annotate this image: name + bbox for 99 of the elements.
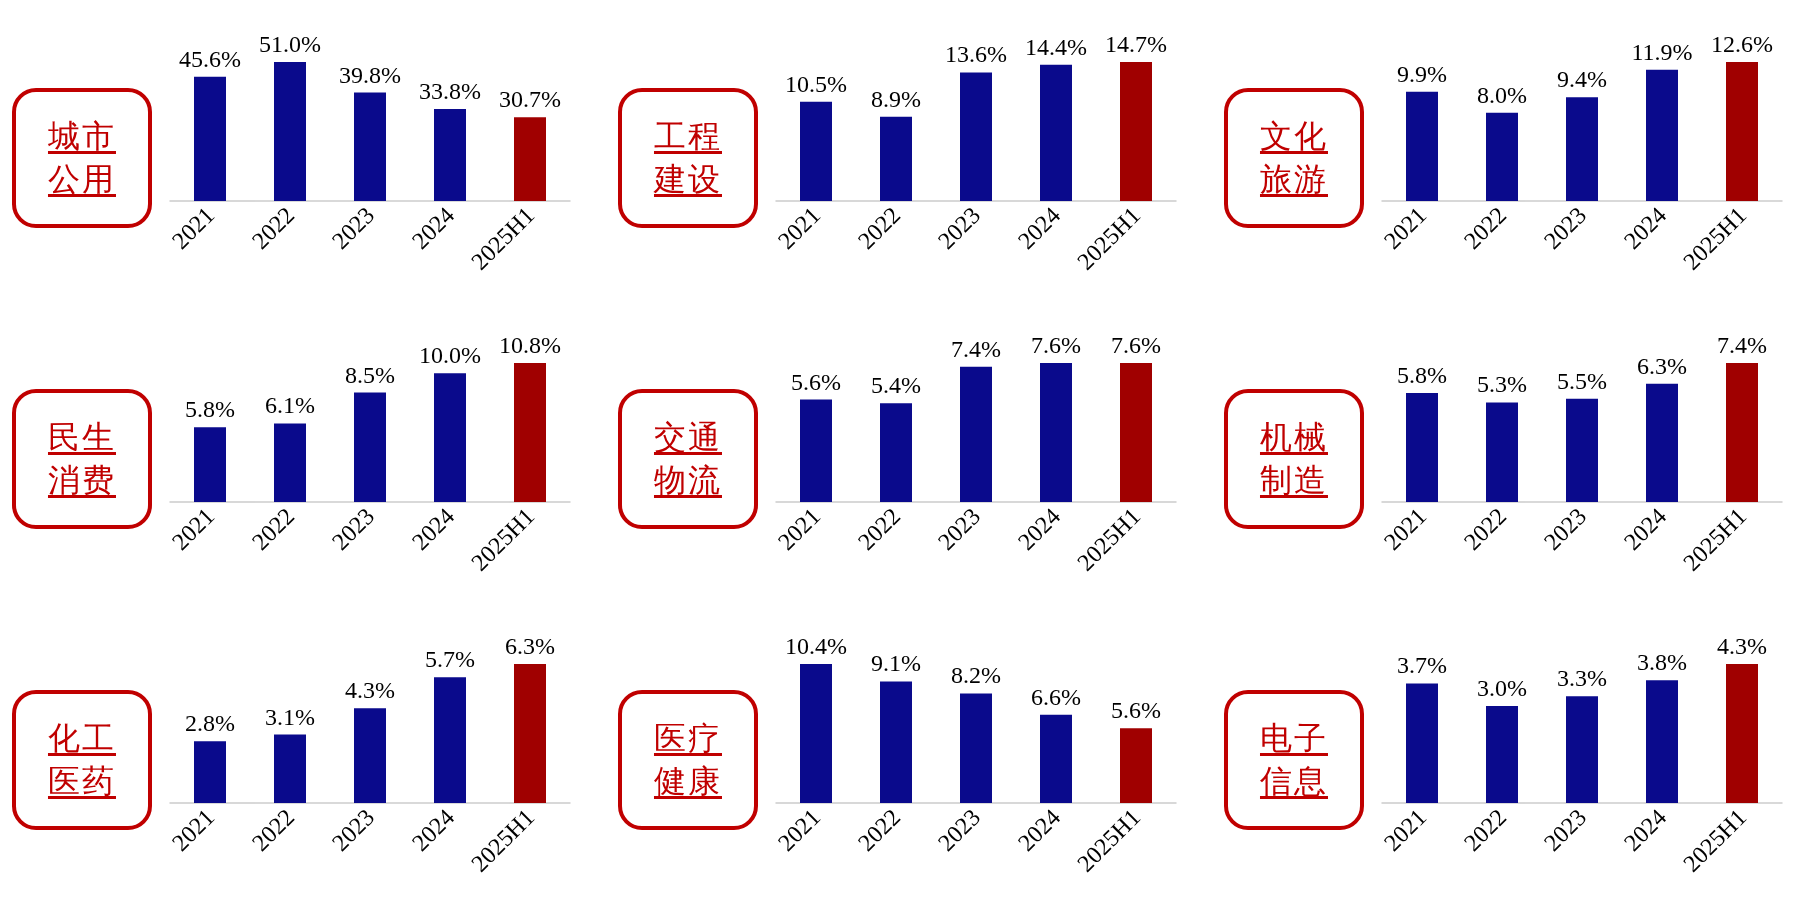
bar	[1646, 383, 1678, 502]
data-label: 3.7%	[1397, 652, 1447, 679]
bar	[1120, 62, 1152, 201]
bar	[880, 403, 912, 502]
bar	[1406, 393, 1438, 502]
data-label: 6.6%	[1031, 683, 1081, 710]
bar	[514, 363, 546, 502]
data-label: 8.2%	[951, 662, 1001, 689]
bar	[800, 664, 832, 803]
bar	[1486, 402, 1518, 502]
data-label: 5.6%	[1111, 697, 1161, 724]
bar	[1406, 91, 1438, 201]
data-label: 9.4%	[1557, 66, 1607, 93]
data-label: 11.9%	[1631, 38, 1693, 65]
bar	[1726, 363, 1758, 502]
text: 化工医药	[47, 718, 117, 801]
bar	[1566, 97, 1598, 201]
bar	[274, 734, 306, 803]
data-label: 2.8%	[185, 710, 235, 737]
bar	[1040, 64, 1072, 201]
text: 交通物流	[653, 417, 723, 500]
text: 医疗健康	[653, 718, 723, 801]
data-label: 7.4%	[951, 335, 1001, 362]
bar	[1566, 398, 1598, 502]
data-label: 3.3%	[1557, 665, 1607, 692]
data-label: 9.9%	[1397, 60, 1447, 87]
data-label: 10.8%	[499, 332, 561, 358]
bar	[194, 427, 226, 502]
bar	[1566, 696, 1598, 803]
bar	[1726, 664, 1758, 803]
text: 文化旅游	[1259, 116, 1329, 199]
data-label: 33.8%	[419, 77, 481, 104]
data-label: 3.0%	[1477, 675, 1527, 702]
bar	[354, 708, 386, 803]
data-label: 7.4%	[1717, 332, 1767, 358]
bar	[1646, 69, 1678, 201]
bar	[194, 76, 226, 201]
bar	[354, 392, 386, 502]
data-label: 8.9%	[871, 85, 921, 112]
data-label: 10.0%	[419, 342, 481, 369]
data-label: 10.4%	[785, 633, 847, 659]
text: 民生消费	[47, 417, 117, 500]
bar	[1486, 706, 1518, 803]
bar	[800, 101, 832, 201]
bar	[434, 108, 466, 201]
data-label: 4.3%	[345, 677, 395, 704]
bar	[1120, 728, 1152, 803]
data-label: 30.7%	[499, 86, 561, 113]
data-label: 45.6%	[179, 45, 241, 72]
text: 城市公用	[47, 116, 117, 199]
data-label: 5.6%	[791, 368, 841, 395]
data-label: 8.5%	[345, 361, 395, 388]
data-label: 51.0%	[259, 31, 321, 57]
data-label: 5.7%	[425, 646, 475, 673]
data-label: 4.3%	[1717, 633, 1767, 659]
bar	[1726, 62, 1758, 201]
data-label: 5.4%	[871, 372, 921, 399]
bar	[1406, 683, 1438, 803]
text: 机械制造	[1259, 417, 1329, 500]
bar	[434, 373, 466, 502]
data-label: 5.5%	[1557, 367, 1607, 394]
data-label: 6.3%	[505, 633, 555, 659]
data-label: 5.8%	[1397, 362, 1447, 389]
bar	[434, 677, 466, 803]
data-label: 14.4%	[1025, 33, 1087, 60]
bar	[514, 664, 546, 803]
bar	[354, 92, 386, 201]
bar	[960, 72, 992, 201]
data-label: 13.6%	[945, 41, 1007, 68]
text: 工程建设	[652, 116, 723, 199]
data-label: 6.1%	[265, 392, 315, 419]
data-label: 3.1%	[265, 703, 315, 730]
bar	[194, 741, 226, 803]
bar	[880, 681, 912, 803]
data-label: 8.0%	[1477, 81, 1527, 108]
data-label: 5.8%	[185, 396, 235, 423]
bar	[1040, 363, 1072, 502]
bar	[1040, 714, 1072, 803]
data-label: 10.5%	[785, 70, 847, 97]
bar	[880, 116, 912, 201]
bar	[274, 423, 306, 502]
data-label: 5.3%	[1477, 371, 1527, 398]
data-label: 9.1%	[871, 650, 921, 677]
bar	[1486, 112, 1518, 201]
data-label: 7.6%	[1031, 332, 1081, 358]
data-label: 39.8%	[339, 61, 401, 88]
data-label: 3.8%	[1637, 649, 1687, 676]
data-label: 7.6%	[1111, 332, 1161, 358]
bar	[960, 366, 992, 502]
bar	[514, 117, 546, 201]
text: 电子信息	[1259, 718, 1329, 801]
data-label: 6.3%	[1637, 352, 1687, 379]
bar	[1120, 363, 1152, 502]
bar	[800, 399, 832, 502]
data-label: 14.7%	[1105, 31, 1167, 57]
bar	[274, 62, 306, 201]
bar	[960, 693, 992, 803]
bar	[1646, 680, 1678, 803]
data-label: 12.6%	[1711, 31, 1773, 57]
